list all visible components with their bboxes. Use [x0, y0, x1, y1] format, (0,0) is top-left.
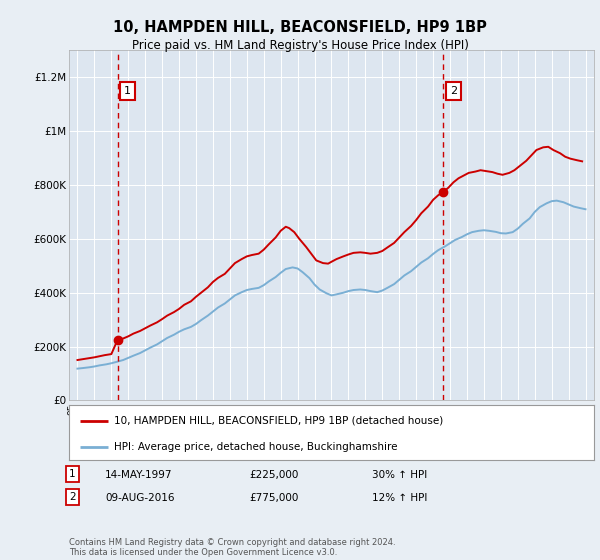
Text: £225,000: £225,000 [249, 470, 298, 480]
Text: 1: 1 [69, 469, 76, 479]
Text: 12% ↑ HPI: 12% ↑ HPI [372, 493, 427, 503]
Text: Contains HM Land Registry data © Crown copyright and database right 2024.
This d: Contains HM Land Registry data © Crown c… [69, 538, 395, 557]
Text: £775,000: £775,000 [249, 493, 298, 503]
Text: 14-MAY-1997: 14-MAY-1997 [105, 470, 173, 480]
Text: 10, HAMPDEN HILL, BEACONSFIELD, HP9 1BP (detached house): 10, HAMPDEN HILL, BEACONSFIELD, HP9 1BP … [113, 416, 443, 426]
Text: 10, HAMPDEN HILL, BEACONSFIELD, HP9 1BP: 10, HAMPDEN HILL, BEACONSFIELD, HP9 1BP [113, 20, 487, 35]
Text: 1: 1 [124, 86, 131, 96]
Text: Price paid vs. HM Land Registry's House Price Index (HPI): Price paid vs. HM Land Registry's House … [131, 39, 469, 52]
Text: 09-AUG-2016: 09-AUG-2016 [105, 493, 175, 503]
Text: 30% ↑ HPI: 30% ↑ HPI [372, 470, 427, 480]
Text: HPI: Average price, detached house, Buckinghamshire: HPI: Average price, detached house, Buck… [113, 442, 397, 451]
Text: 2: 2 [69, 492, 76, 502]
Text: 2: 2 [450, 86, 457, 96]
